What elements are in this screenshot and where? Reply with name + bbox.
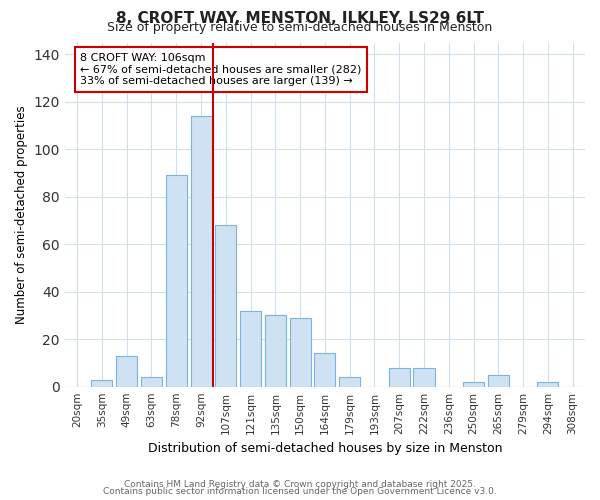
Bar [339,377,360,386]
Bar [413,368,434,386]
Bar [314,354,335,386]
Bar [290,318,311,386]
Bar [240,310,261,386]
Bar [488,375,509,386]
Bar [91,380,112,386]
Text: 8, CROFT WAY, MENSTON, ILKLEY, LS29 6LT: 8, CROFT WAY, MENSTON, ILKLEY, LS29 6LT [116,11,484,26]
Bar [215,226,236,386]
Bar [538,382,559,386]
Text: Contains public sector information licensed under the Open Government Licence v3: Contains public sector information licen… [103,487,497,496]
Text: Size of property relative to semi-detached houses in Menston: Size of property relative to semi-detach… [107,22,493,35]
Bar [166,176,187,386]
Bar [191,116,212,386]
Bar [389,368,410,386]
Text: 8 CROFT WAY: 106sqm
← 67% of semi-detached houses are smaller (282)
33% of semi-: 8 CROFT WAY: 106sqm ← 67% of semi-detach… [80,53,362,86]
Text: Contains HM Land Registry data © Crown copyright and database right 2025.: Contains HM Land Registry data © Crown c… [124,480,476,489]
Bar [116,356,137,386]
Bar [265,316,286,386]
Y-axis label: Number of semi-detached properties: Number of semi-detached properties [15,106,28,324]
X-axis label: Distribution of semi-detached houses by size in Menston: Distribution of semi-detached houses by … [148,442,502,455]
Bar [463,382,484,386]
Bar [141,377,162,386]
